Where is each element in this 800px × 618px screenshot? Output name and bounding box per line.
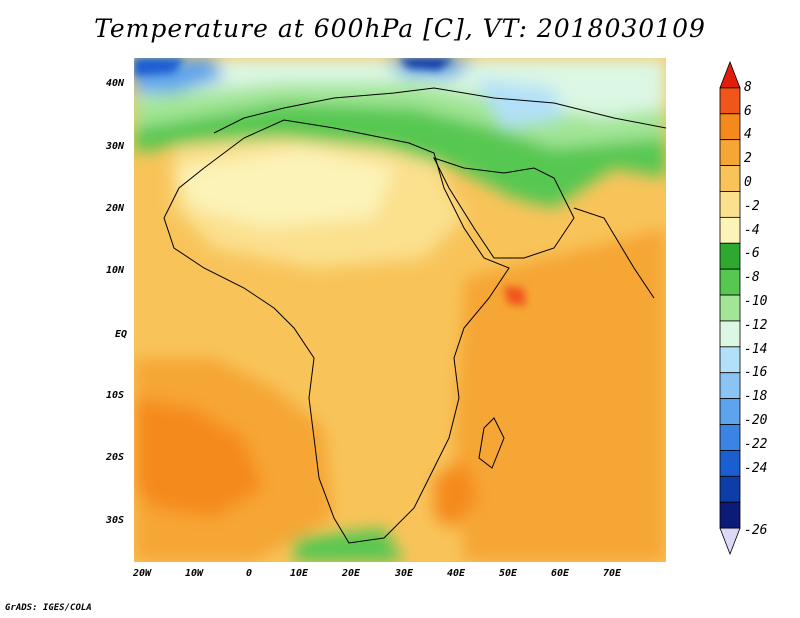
colorbar-label-m14: -14 [744, 342, 768, 357]
colorbar-swatch [719, 139, 741, 166]
lat-label-10n: 10N [106, 265, 125, 276]
colorbar-swatch [719, 501, 741, 529]
colorbar-label-m16: -16 [744, 365, 768, 380]
lon-label-70e: 70E [603, 568, 622, 579]
colorbar-swatch [719, 346, 741, 374]
colorbar-swatch [719, 60, 741, 89]
colorbar-label-m22: -22 [744, 437, 768, 452]
colorbar-swatch [719, 398, 741, 425]
colorbar-label-m20: -20 [744, 413, 768, 428]
colorbar [719, 60, 741, 556]
colorbar-swatch [719, 372, 741, 400]
lon-label-0: 0 [246, 568, 253, 579]
lat-label-30n: 30N [106, 141, 125, 152]
colorbar-swatch [719, 424, 741, 451]
credit-text: GrADS: IGES/COLA [5, 603, 92, 613]
colorbar-swatch [719, 165, 741, 192]
temperature-map [134, 58, 666, 562]
colorbar-swatch [719, 113, 741, 141]
colorbar-swatch [719, 294, 741, 322]
map-title: Temperature at 600hPa [C], VT: 201803010… [94, 14, 706, 43]
colorbar-label-m26: -26 [744, 523, 768, 538]
colorbar-label-0: 0 [744, 175, 752, 190]
colorbar-swatch [719, 475, 741, 503]
lat-label-30s: 30S [106, 515, 125, 526]
colorbar-label-8: 8 [744, 80, 752, 95]
lon-label-30e: 30E [395, 568, 414, 579]
colorbar-label-2: 2 [744, 151, 752, 166]
lon-label-40e: 40E [447, 568, 466, 579]
colorbar-label-m6: -6 [744, 246, 760, 261]
colorbar-label-m24: -24 [744, 461, 768, 476]
colorbar-label-m10: -10 [744, 294, 768, 309]
temperature-field [134, 58, 666, 562]
lat-label-40n: 40N [106, 78, 125, 89]
colorbar-swatch [719, 320, 741, 348]
colorbar-label-m18: -18 [744, 389, 768, 404]
lat-label-10s: 10S [106, 390, 125, 401]
lon-label-10e: 10E [290, 568, 309, 579]
lat-label-20s: 20S [106, 452, 125, 463]
lon-label-10w: 10W [185, 568, 204, 579]
colorbar-swatch [719, 527, 741, 556]
lon-label-20w: 20W [133, 568, 152, 579]
colorbar-swatch [719, 242, 741, 270]
lat-label-eq: EQ [115, 329, 128, 340]
lon-label-50e: 50E [499, 568, 518, 579]
colorbar-label-m4: -4 [744, 223, 760, 238]
colorbar-swatch [719, 450, 741, 477]
colorbar-swatch [719, 87, 741, 115]
lon-label-20e: 20E [342, 568, 361, 579]
colorbar-label-m8: -8 [744, 270, 760, 285]
colorbar-swatch [719, 268, 741, 296]
lon-label-60e: 60E [551, 568, 570, 579]
colorbar-swatch [719, 216, 741, 244]
colorbar-label-6: 6 [744, 104, 752, 119]
colorbar-label-4: 4 [744, 127, 752, 142]
colorbar-swatch [719, 191, 741, 218]
colorbar-label-m12: -12 [744, 318, 768, 333]
lat-label-20n: 20N [106, 203, 125, 214]
colorbar-label-m2: -2 [744, 199, 760, 214]
